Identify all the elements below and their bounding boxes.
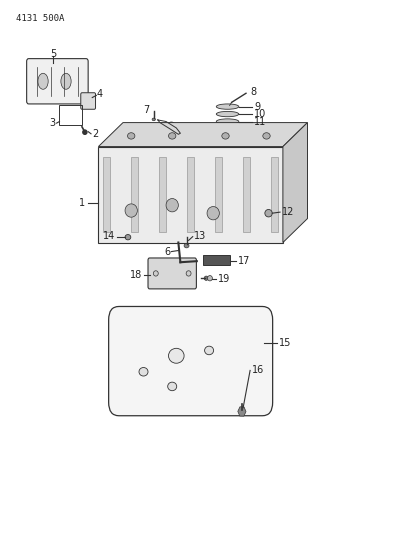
FancyBboxPatch shape	[27, 59, 88, 104]
Ellipse shape	[178, 131, 186, 138]
Text: 11: 11	[254, 117, 266, 126]
Ellipse shape	[168, 349, 184, 364]
Bar	[215, 157, 221, 232]
Bar	[243, 157, 249, 232]
Text: 3: 3	[49, 118, 55, 128]
Ellipse shape	[153, 271, 158, 276]
Text: 6: 6	[164, 247, 170, 256]
Text: 7: 7	[143, 106, 150, 115]
Ellipse shape	[38, 73, 48, 89]
Text: 15: 15	[278, 338, 290, 348]
Text: 14: 14	[103, 231, 115, 241]
Ellipse shape	[207, 206, 219, 220]
Text: 16: 16	[251, 366, 263, 375]
Ellipse shape	[125, 204, 137, 217]
Ellipse shape	[168, 133, 175, 139]
Text: 4: 4	[96, 90, 102, 99]
Bar	[202, 255, 229, 265]
Text: 1: 1	[79, 198, 85, 207]
Ellipse shape	[207, 276, 212, 281]
FancyBboxPatch shape	[108, 306, 272, 416]
Ellipse shape	[61, 73, 71, 89]
Text: 12: 12	[281, 207, 294, 217]
Ellipse shape	[184, 244, 189, 248]
Bar	[98, 147, 282, 243]
Ellipse shape	[204, 346, 213, 355]
Ellipse shape	[125, 235, 130, 240]
Text: 18: 18	[130, 270, 142, 280]
Bar	[159, 157, 166, 232]
Polygon shape	[282, 123, 307, 243]
Ellipse shape	[216, 111, 238, 117]
Text: 10: 10	[254, 109, 266, 119]
Ellipse shape	[221, 133, 229, 139]
Ellipse shape	[262, 133, 270, 139]
Bar	[103, 157, 110, 232]
Ellipse shape	[204, 276, 208, 280]
Ellipse shape	[186, 271, 191, 276]
Text: 2: 2	[92, 130, 98, 139]
Text: 19: 19	[218, 274, 230, 284]
Ellipse shape	[166, 122, 175, 132]
Text: 8: 8	[249, 87, 256, 96]
Bar	[131, 157, 137, 232]
Text: 4131 500A: 4131 500A	[16, 14, 65, 23]
FancyBboxPatch shape	[81, 93, 95, 109]
Text: 9: 9	[254, 102, 260, 111]
FancyBboxPatch shape	[148, 258, 196, 289]
Bar	[59, 105, 82, 125]
Text: 13: 13	[193, 231, 205, 240]
Ellipse shape	[216, 119, 238, 124]
Text: 17: 17	[237, 256, 249, 266]
Ellipse shape	[152, 118, 155, 121]
Ellipse shape	[216, 104, 238, 109]
Ellipse shape	[139, 368, 148, 376]
Ellipse shape	[264, 209, 272, 217]
Bar	[271, 157, 277, 232]
Ellipse shape	[166, 198, 178, 212]
Bar	[187, 157, 193, 232]
Ellipse shape	[127, 133, 135, 139]
Polygon shape	[98, 123, 307, 147]
Ellipse shape	[83, 130, 87, 134]
Ellipse shape	[167, 382, 176, 391]
Text: 5: 5	[50, 50, 56, 59]
